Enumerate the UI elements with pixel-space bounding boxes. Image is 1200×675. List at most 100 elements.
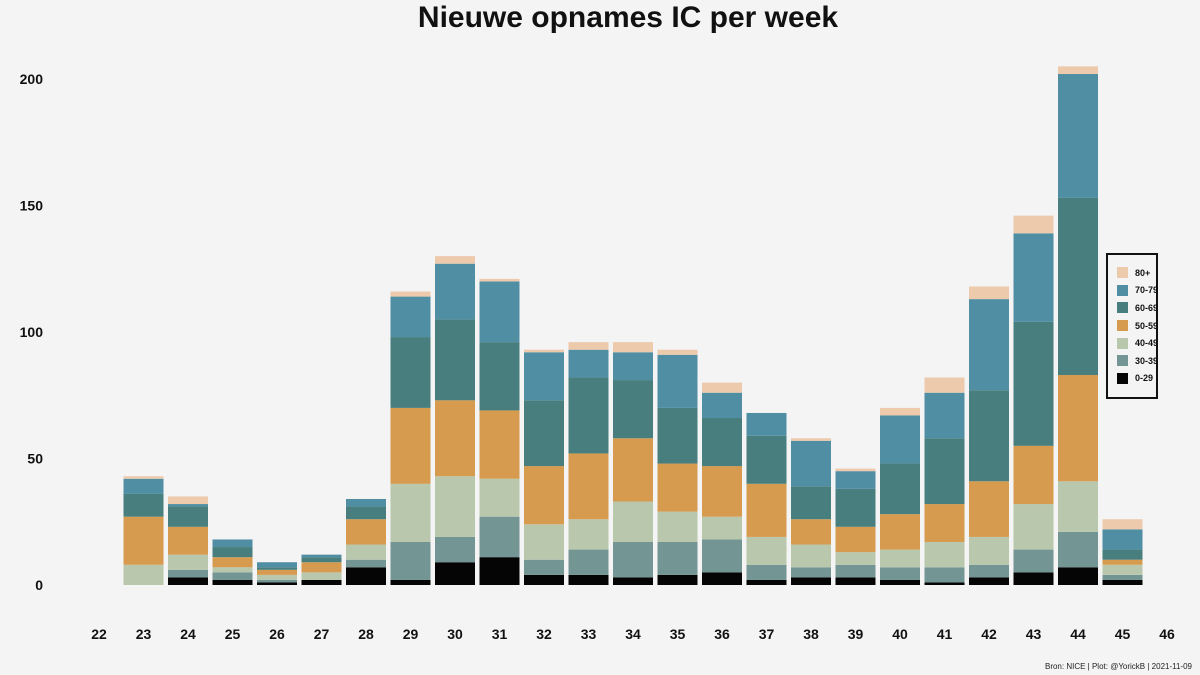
bar-segment-week-36-40-49: [702, 516, 742, 540]
bar-segment-week-40-50-59: [880, 514, 920, 550]
legend-item: 30-39: [1117, 352, 1159, 370]
bar-segment-week-24-70-79: [168, 504, 208, 507]
bar-segment-week-28-70-79: [346, 498, 386, 507]
bar-segment-week-24-30-39: [168, 569, 208, 578]
bar-segment-week-23-80+: [123, 476, 164, 479]
bar-segment-week-23-40-49: [123, 564, 164, 585]
bar-segment-week-32-40-49: [524, 524, 564, 560]
x-tick-label: 45: [1115, 626, 1131, 642]
bar-segment-week-38-70-79: [791, 440, 831, 487]
bar-segment-week-27-50-59: [301, 562, 342, 573]
legend-label: 60-69: [1135, 302, 1159, 313]
bar-segment-week-31-30-39: [479, 516, 520, 558]
legend-swatch: [1117, 284, 1128, 296]
bar-segment-week-41-60-69: [924, 438, 965, 505]
bar-segment-week-31-60-69: [479, 342, 520, 411]
bar-segment-week-45-30-39: [1102, 574, 1143, 580]
bar-segment-week-45-80+: [1102, 519, 1143, 530]
legend-label: 30-39: [1135, 355, 1159, 366]
bar-segment-week-24-40-49: [168, 554, 208, 570]
bar-segment-week-39-40-49: [835, 552, 876, 565]
bar-segment-week-35-30-39: [657, 541, 698, 575]
bar-segment-week-45-60-69: [1102, 549, 1143, 560]
bar-segment-week-42-40-49: [969, 536, 1009, 565]
bar-segment-week-30-60-69: [435, 319, 475, 401]
bars-layer: [123, 66, 1143, 585]
bar-segment-week-45-50-59: [1102, 559, 1143, 565]
bar-segment-week-40-0-29: [880, 579, 920, 585]
bar-segment-week-24-60-69: [168, 506, 208, 527]
legend-swatch: [1117, 337, 1128, 349]
bar-segment-week-42-60-69: [969, 390, 1009, 482]
bar-segment-week-41-70-79: [924, 392, 965, 439]
bar-segment-week-45-0-29: [1102, 579, 1143, 585]
bar-segment-week-42-80+: [969, 286, 1009, 300]
bar-segment-week-29-50-59: [390, 407, 431, 484]
bar-segment-week-38-80+: [791, 438, 831, 441]
bar-segment-week-33-50-59: [568, 453, 609, 520]
bar-segment-week-28-30-39: [346, 559, 386, 568]
legend-item: 50-59: [1117, 317, 1158, 335]
bar-segment-week-31-50-59: [479, 410, 520, 479]
legend-label: 40-49: [1135, 338, 1159, 349]
bar-segment-week-26-30-39: [257, 579, 297, 583]
bar-segment-week-36-50-59: [702, 466, 742, 517]
bar-segment-week-33-70-79: [568, 349, 609, 378]
bar-segment-week-43-70-79: [1013, 233, 1054, 322]
bar-segment-week-39-70-79: [835, 471, 876, 489]
bar-segment-week-30-30-39: [435, 536, 475, 563]
bar-segment-week-44-50-59: [1058, 375, 1098, 482]
bar-segment-week-25-0-29: [212, 579, 253, 585]
bar-segment-week-43-30-39: [1013, 549, 1054, 573]
bar-segment-week-31-80+: [479, 278, 520, 282]
bar-segment-week-26-0-29: [257, 582, 297, 585]
x-tick-label: 22: [91, 626, 107, 642]
bar-segment-week-40-80+: [880, 407, 920, 416]
bar-segment-week-34-70-79: [613, 352, 653, 381]
bar-segment-week-28-60-69: [346, 506, 386, 520]
bar-segment-week-29-80+: [390, 291, 431, 297]
x-tick-label: 38: [803, 626, 819, 642]
x-tick-label: 27: [314, 626, 330, 642]
bar-segment-week-34-30-39: [613, 541, 653, 578]
bar-segment-week-44-0-29: [1058, 567, 1098, 585]
legend-label: 70-79: [1135, 285, 1159, 296]
bar-segment-week-40-30-39: [880, 567, 920, 580]
bar-segment-week-33-0-29: [568, 574, 609, 585]
bar-segment-week-29-30-39: [390, 541, 431, 580]
bar-segment-week-30-0-29: [435, 562, 475, 585]
bar-segment-week-41-50-59: [924, 504, 965, 542]
bar-segment-week-42-50-59: [969, 481, 1009, 537]
legend: 80+ 70-79 60-69 50-59 40-49 30-39 0-29: [1106, 253, 1158, 399]
bar-segment-week-28-50-59: [346, 519, 386, 545]
y-tick-label: 100: [20, 324, 44, 340]
x-tick-label: 40: [892, 626, 908, 642]
bar-segment-week-23-50-59: [123, 516, 164, 565]
bar-segment-week-37-60-69: [746, 435, 787, 484]
bar-segment-week-43-60-69: [1013, 321, 1054, 446]
bar-segment-week-33-40-49: [568, 519, 609, 550]
bar-segment-week-40-40-49: [880, 549, 920, 568]
x-tick-label: 36: [714, 626, 730, 642]
bar-segment-week-42-30-39: [969, 564, 1009, 578]
bar-segment-week-39-80+: [835, 468, 876, 472]
bar-segment-week-39-60-69: [835, 488, 876, 527]
bar-segment-week-32-70-79: [524, 352, 564, 401]
legend-swatch: [1117, 320, 1128, 332]
bar-segment-week-25-40-49: [212, 567, 253, 573]
bar-segment-week-41-30-39: [924, 567, 965, 583]
x-tick-label: 39: [848, 626, 864, 642]
x-tick-label: 34: [625, 626, 641, 642]
bar-segment-week-41-80+: [924, 377, 965, 393]
legend-swatch: [1117, 267, 1128, 279]
bar-segment-week-33-60-69: [568, 377, 609, 454]
bar-segment-week-25-30-39: [212, 572, 253, 580]
bar-segment-week-39-0-29: [835, 577, 876, 585]
bar-segment-week-32-80+: [524, 349, 564, 353]
legend-item: 70-79: [1117, 282, 1159, 300]
bar-segment-week-45-40-49: [1102, 564, 1143, 575]
bar-segment-week-42-70-79: [969, 299, 1009, 391]
bar-segment-week-36-80+: [702, 382, 742, 393]
x-tick-label: 42: [981, 626, 997, 642]
